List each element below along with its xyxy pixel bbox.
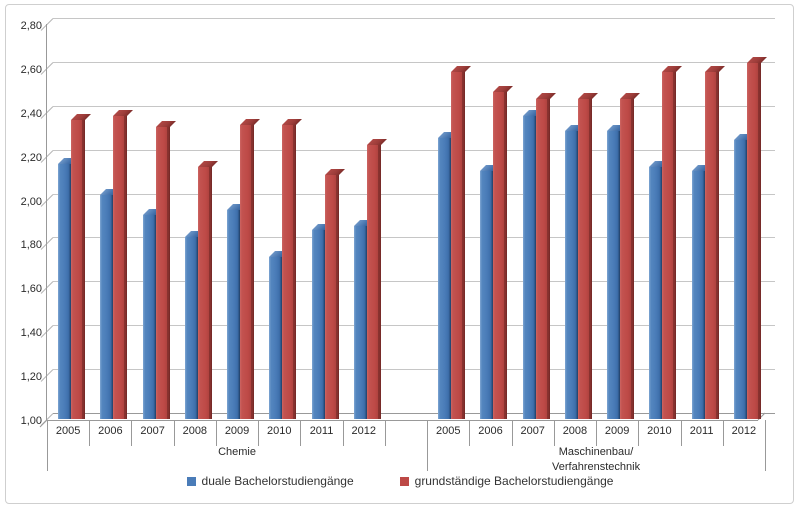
year-label: 2007 <box>520 425 545 437</box>
year-label: 2009 <box>604 425 630 437</box>
bar-grundstaendige-chemie-2010 <box>282 119 302 419</box>
y-axis-tick-label: 2,00 <box>20 195 42 208</box>
y-axis-tick-label: 1,60 <box>20 282 42 295</box>
y-axis-tick-label: 2,40 <box>20 107 42 120</box>
bar-grundstaendige-chemie-2005 <box>71 114 91 419</box>
bar-grundstaendige-maschinenbau-2009 <box>620 93 640 419</box>
year-label: 2010 <box>267 425 292 437</box>
bar-duale-chemie-2008 <box>185 231 204 419</box>
bar-grundstaendige-chemie-2012 <box>367 139 387 419</box>
year-label: 2005 <box>55 425 81 437</box>
y-axis-tick-label: 1,40 <box>20 326 42 339</box>
y-axis-tick-label: 1,20 <box>20 370 42 383</box>
year-label: 2006 <box>98 425 123 437</box>
bar-duale-maschinenbau-2012 <box>734 134 753 419</box>
legend-label-duale: duale Bachelorstudiengänge <box>201 474 354 488</box>
bar-duale-chemie-2010 <box>269 251 288 419</box>
bar-duale-chemie-2007 <box>143 209 162 419</box>
bar-grundstaendige-maschinenbau-2005 <box>451 66 471 419</box>
group-label-line: Chemie <box>218 446 256 458</box>
floor-left-diagonal <box>39 419 48 428</box>
y-axis-tick-label: 1,00 <box>20 414 42 427</box>
bar-grundstaendige-chemie-2008 <box>198 161 218 419</box>
bar-grundstaendige-maschinenbau-2011 <box>705 66 725 419</box>
bar-grundstaendige-maschinenbau-2008 <box>578 93 598 419</box>
y-axis-tick-label: 2,60 <box>20 63 42 76</box>
year-label: 2005 <box>435 425 461 437</box>
bar-duale-chemie-2006 <box>100 189 119 419</box>
y-axis-tick-label: 2,80 <box>20 19 42 32</box>
bar-grundstaendige-chemie-2006 <box>113 110 133 419</box>
group-label-line: Maschinenbau/ <box>558 446 634 458</box>
year-label: 2007 <box>140 425 165 437</box>
bar-grundstaendige-chemie-2011 <box>325 169 345 419</box>
legend-label-grundstaendige: grundständige Bachelorstudiengänge <box>414 474 614 488</box>
year-label: 2008 <box>562 425 588 437</box>
bar-duale-chemie-2012 <box>354 220 373 419</box>
year-label: 2011 <box>309 425 334 437</box>
year-label: 2006 <box>478 425 503 437</box>
bar-duale-chemie-2011 <box>312 224 331 419</box>
bar-duale-maschinenbau-2009 <box>607 125 626 419</box>
group-label: Chemie <box>107 445 367 460</box>
bar-duale-maschinenbau-2011 <box>692 165 711 419</box>
year-label: 2012 <box>731 425 757 437</box>
y-axis-tick-label: 1,80 <box>20 238 42 251</box>
year-label: 2009 <box>224 425 250 437</box>
bar-duale-maschinenbau-2007 <box>523 110 542 419</box>
group-label-line: Verfahrenstechnik <box>552 461 641 473</box>
year-label: 2012 <box>351 425 376 437</box>
bar-duale-maschinenbau-2006 <box>480 165 499 419</box>
year-label: 2010 <box>647 425 672 437</box>
bar-grundstaendige-maschinenbau-2010 <box>662 66 682 419</box>
y-axis-tick-label: 2,20 <box>20 151 42 164</box>
chart-border <box>5 4 794 504</box>
bar-duale-maschinenbau-2008 <box>565 125 584 419</box>
bar-grundstaendige-maschinenbau-2006 <box>493 86 513 419</box>
bar-grundstaendige-maschinenbau-2012 <box>747 57 767 419</box>
bar-duale-maschinenbau-2005 <box>438 132 457 419</box>
bar-duale-chemie-2005 <box>58 158 77 419</box>
legend-item-grundstaendige: grundständige Bachelorstudiengänge <box>399 474 614 488</box>
bar-grundstaendige-chemie-2007 <box>156 121 176 419</box>
bar-duale-maschinenbau-2010 <box>649 161 668 419</box>
bar-grundstaendige-chemie-2009 <box>240 119 260 419</box>
legend-swatch-blue <box>186 476 196 486</box>
legend-swatch-red <box>399 476 409 486</box>
legend: duale Bachelorstudiengänge grundständige… <box>0 474 800 488</box>
bar-duale-chemie-2009 <box>227 204 246 419</box>
legend-item-duale: duale Bachelorstudiengänge <box>186 474 354 488</box>
bar-grundstaendige-maschinenbau-2007 <box>536 93 556 419</box>
group-label: Maschinenbau/Verfahrenstechnik <box>466 445 726 475</box>
year-label: 2011 <box>689 425 714 437</box>
year-label: 2008 <box>182 425 208 437</box>
